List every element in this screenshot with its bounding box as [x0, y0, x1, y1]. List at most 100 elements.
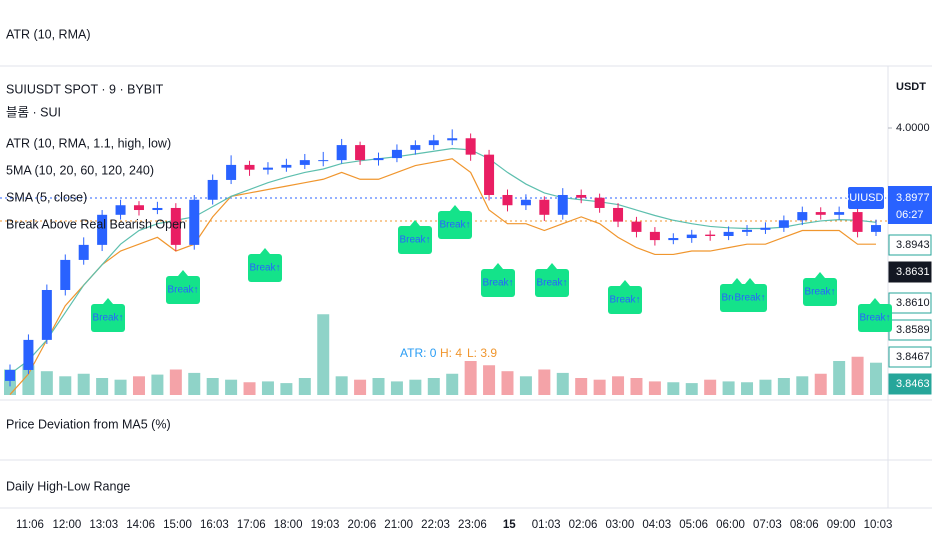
volume-bar: [483, 365, 496, 395]
volume-bar: [206, 378, 219, 395]
volume-bar: [722, 381, 735, 395]
signal-pointer: [732, 278, 742, 284]
x-tick-label: 17:06: [237, 519, 266, 531]
volume-bar: [114, 379, 127, 395]
currency: USDT: [896, 81, 926, 93]
candle-body: [465, 138, 476, 155]
price-tag: [888, 373, 932, 395]
volume-bar: [796, 376, 809, 395]
volume-bar: [814, 373, 827, 395]
signal-label: Break↑: [249, 263, 280, 274]
candle-body: [115, 205, 126, 215]
signal-label: Break↑: [859, 313, 890, 324]
x-tick-label: 23:06: [458, 519, 487, 531]
signal-box: [481, 269, 515, 297]
volume-bar: [188, 372, 201, 395]
signal-box: [91, 304, 125, 332]
candle-body: [281, 164, 292, 168]
volume-bar: [261, 381, 274, 395]
candle-body: [539, 199, 550, 215]
candle-body: [520, 199, 531, 206]
candle-body: [815, 212, 826, 215]
signal-pointer: [870, 298, 880, 304]
candle-body: [668, 238, 679, 241]
x-tick-label: 13:03: [89, 519, 118, 531]
candle-body: [502, 194, 513, 206]
candle-body: [760, 227, 771, 230]
volume-bar: [648, 381, 661, 395]
price-tag-text: 3.8467: [896, 351, 930, 363]
candle-body: [484, 154, 495, 195]
candle-body: [60, 259, 71, 290]
signal-box: [803, 278, 837, 306]
x-tick-label: 22:03: [421, 519, 450, 531]
price-tag-text: 3.8943: [896, 239, 930, 251]
candle-body: [244, 164, 255, 170]
candle-body: [594, 197, 605, 208]
atr-low: L: 3.9: [467, 346, 497, 360]
candle-body: [373, 158, 384, 161]
candle-body: [299, 160, 310, 165]
volume-bar: [169, 369, 182, 395]
volume-bar: [519, 376, 532, 395]
volume-bar: [225, 379, 238, 395]
candle-body: [336, 145, 347, 161]
signal-box: [438, 211, 472, 239]
x-tick-label: 09:00: [827, 519, 856, 531]
candle-body: [686, 234, 697, 239]
price-tag: [888, 292, 932, 314]
volume-bar: [298, 378, 311, 395]
x-tick-label: 05:06: [679, 519, 708, 531]
signal-box: [248, 254, 282, 282]
x-tick-label: 03:00: [606, 519, 635, 531]
candle-body: [778, 220, 789, 228]
volume-bar: [870, 362, 882, 395]
x-tick-label: 19:03: [311, 519, 340, 531]
candle-body: [410, 145, 421, 150]
signal-pointer: [815, 272, 825, 278]
volume-bar: [446, 373, 459, 395]
signal-pointer: [178, 270, 188, 276]
candle-body: [613, 207, 624, 222]
candle-body: [23, 339, 34, 370]
price-tag: [888, 234, 932, 256]
signal-label: Break↑: [92, 313, 123, 324]
signal-box: [398, 226, 432, 254]
candle-body: [797, 212, 808, 221]
signal-pointer: [450, 205, 460, 211]
signal-box: [535, 269, 569, 297]
indicator: 5MA (10, 20, 60, 120, 240): [6, 163, 154, 177]
signal-box: [166, 276, 200, 304]
symbol-name: 블롬 · SUI: [6, 105, 61, 119]
volume-bar: [777, 378, 790, 395]
x-tick-label: 16:03: [200, 519, 229, 531]
signal-label: Break↑: [167, 285, 198, 296]
signal-label: Break↑: [536, 278, 567, 289]
candle-body: [226, 164, 237, 180]
price-tag-text: 3.8610: [896, 297, 930, 309]
signal-pointer: [103, 298, 113, 304]
x-tick-label: 04:03: [642, 519, 671, 531]
x-tick-label: 01:03: [532, 519, 561, 531]
x-tick-label: 18:00: [274, 519, 303, 531]
price-tag-text: 3.8463: [896, 378, 930, 390]
volume-bar: [630, 378, 643, 395]
pane-title: Price Deviation from MA5 (%): [6, 417, 171, 431]
candle-body: [5, 369, 15, 381]
volume-bar: [243, 382, 256, 395]
candle-body: [557, 194, 568, 215]
candle-body: [133, 205, 144, 211]
symbol-tag-text: SUIUSDT: [842, 192, 891, 204]
signal-label: Break↑: [439, 220, 470, 231]
symbol-tag: [848, 187, 884, 209]
volume-bar: [501, 371, 514, 395]
candle-body: [723, 231, 734, 236]
indicator: Break Above Real Bearish Open: [6, 217, 186, 231]
last-price-box: [888, 186, 932, 224]
signal-box: [858, 304, 892, 332]
candle-body: [631, 221, 642, 232]
volume-bar: [612, 376, 625, 395]
volume-bar: [741, 382, 754, 395]
